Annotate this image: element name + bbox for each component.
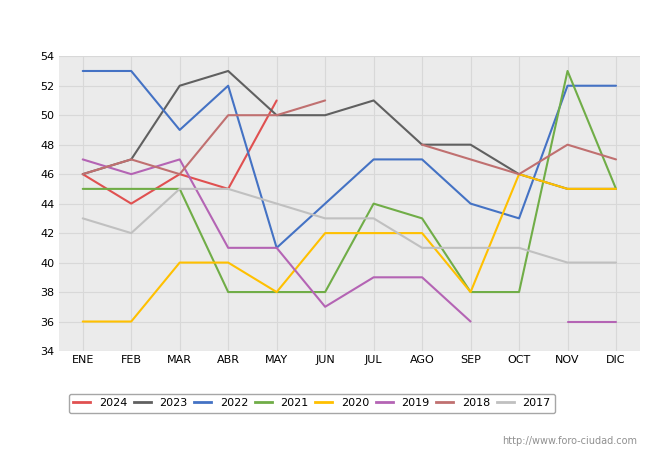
Text: Afiliados en Confrides a 31/5/2024: Afiliados en Confrides a 31/5/2024 xyxy=(182,14,468,33)
Legend: 2024, 2023, 2022, 2021, 2020, 2019, 2018, 2017: 2024, 2023, 2022, 2021, 2020, 2019, 2018… xyxy=(69,394,555,413)
Text: http://www.foro-ciudad.com: http://www.foro-ciudad.com xyxy=(502,436,637,446)
